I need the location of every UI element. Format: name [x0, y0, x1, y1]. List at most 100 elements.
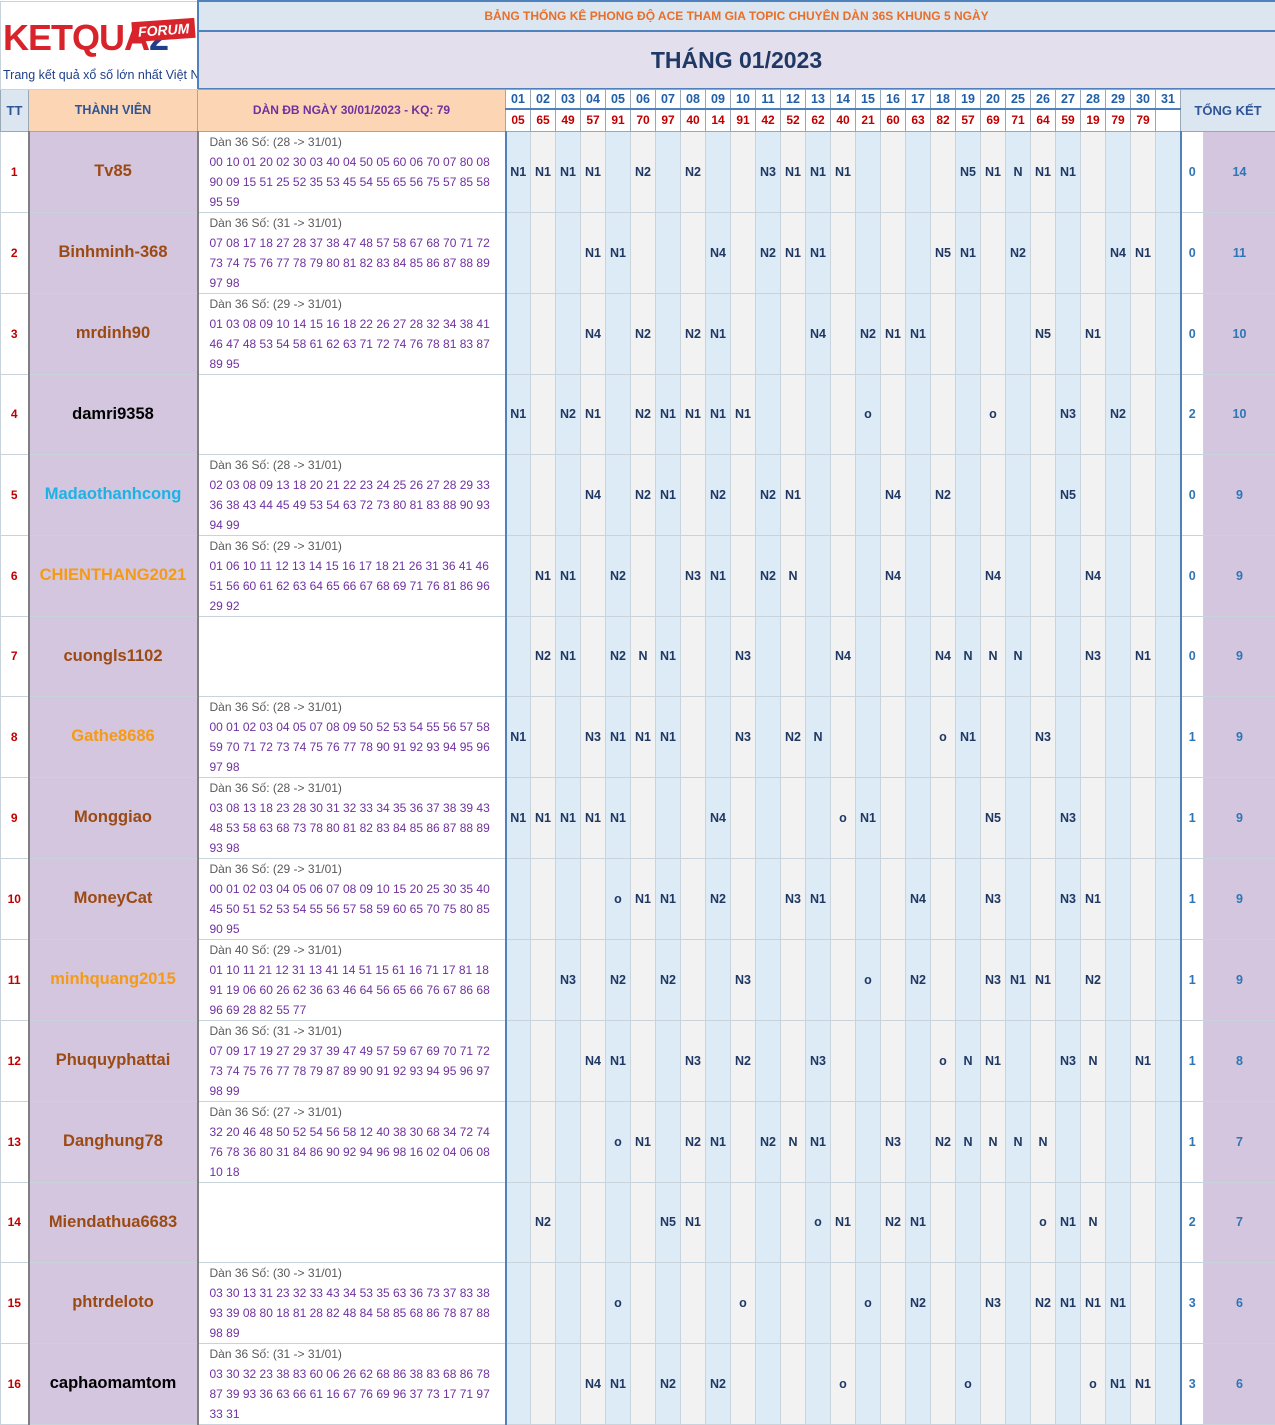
- dan-title: Dàn 36 Số: (28 -> 31/01): [210, 132, 505, 152]
- member-name[interactable]: cuongls1102: [29, 616, 198, 696]
- day-cell: [1056, 212, 1081, 293]
- day-cell: [656, 212, 681, 293]
- day-cell: [681, 777, 706, 858]
- day-cell: [756, 696, 781, 777]
- day-cell: [831, 1101, 856, 1182]
- dan-line: 73 74 75 76 77 78 79 80 81 82 83 84 85 8…: [210, 253, 505, 273]
- day-cell: [1106, 858, 1131, 939]
- total-count-b: 7: [1204, 1101, 1275, 1182]
- day-cell: [1106, 454, 1131, 535]
- day-cell: [831, 454, 856, 535]
- day-cell: N: [1006, 1101, 1031, 1182]
- day-cell: N: [806, 696, 831, 777]
- day-cell: [1156, 1101, 1181, 1182]
- day-cell: [656, 293, 681, 374]
- day-cell: [981, 212, 1006, 293]
- day-cell: N1: [1131, 212, 1156, 293]
- day-result: 97: [656, 109, 681, 131]
- dan-numbers: Dàn 36 Số: (30 -> 31/01)03 30 13 31 23 3…: [198, 1262, 506, 1343]
- dan-line: 59 70 71 72 73 74 75 76 77 78 90 91 92 9…: [210, 737, 505, 757]
- day-cell: N1: [506, 374, 531, 454]
- day-cell: N3: [981, 939, 1006, 1020]
- day-cell: [1156, 939, 1181, 1020]
- header-member: THÀNH VIÊN: [29, 89, 198, 131]
- day-cell: [1156, 616, 1181, 696]
- dan-line: 48 53 58 63 68 73 78 80 81 82 83 84 85 8…: [210, 818, 505, 838]
- dan-line: 01 03 08 09 10 14 15 16 18 22 26 27 28 3…: [210, 314, 505, 334]
- row-number: 15: [1, 1262, 29, 1343]
- day-cell: N5: [1056, 454, 1081, 535]
- day-cell: [756, 1262, 781, 1343]
- day-cell: [981, 454, 1006, 535]
- day-cell: N2: [531, 616, 556, 696]
- member-name[interactable]: Danghung78: [29, 1101, 198, 1182]
- day-cell: N1: [981, 1020, 1006, 1101]
- site-logo[interactable]: KETQUA2 FORUM Trang kết quả xổ số lớn nh…: [1, 1, 198, 89]
- member-name[interactable]: phtrdeloto: [29, 1262, 198, 1343]
- day-cell: N1: [506, 777, 531, 858]
- member-name[interactable]: minhquang2015: [29, 939, 198, 1020]
- dan-line: 07 09 17 19 27 29 37 39 47 49 57 59 67 6…: [210, 1041, 505, 1061]
- day-cell: [781, 616, 806, 696]
- day-cell: [706, 131, 731, 212]
- day-cell: N: [1006, 131, 1031, 212]
- dan-line: 32 20 46 48 50 52 54 56 58 12 40 38 30 6…: [210, 1122, 505, 1142]
- day-cell: N2: [1081, 939, 1106, 1020]
- member-name[interactable]: CHIENTHANG2021: [29, 535, 198, 616]
- day-cell: [731, 293, 756, 374]
- member-name[interactable]: mrdinh90: [29, 293, 198, 374]
- dan-line: 00 01 02 03 04 05 07 08 09 50 52 53 54 5…: [210, 717, 505, 737]
- day-cell: N3: [731, 616, 756, 696]
- day-cell: [1156, 293, 1181, 374]
- total-count-b: 7: [1204, 1182, 1275, 1262]
- day-cell: [1006, 454, 1031, 535]
- day-cell: N1: [681, 1182, 706, 1262]
- member-name[interactable]: damri9358: [29, 374, 198, 454]
- day-cell: N1: [606, 212, 631, 293]
- day-cell: [881, 696, 906, 777]
- member-name[interactable]: Madaothanhcong: [29, 454, 198, 535]
- day-cell: [956, 535, 981, 616]
- day-cell: N3: [1056, 374, 1081, 454]
- day-cell: [781, 777, 806, 858]
- day-cell: N2: [706, 454, 731, 535]
- day-result: 57: [956, 109, 981, 131]
- day-cell: [606, 293, 631, 374]
- day-cell: [956, 293, 981, 374]
- day-cell: N5: [956, 131, 981, 212]
- day-cell: N1: [906, 1182, 931, 1262]
- day-cell: [881, 777, 906, 858]
- row-number: 9: [1, 777, 29, 858]
- day-cell: [631, 939, 656, 1020]
- day-cell: N2: [681, 1101, 706, 1182]
- member-name[interactable]: Gathe8686: [29, 696, 198, 777]
- member-name[interactable]: Phuquyphattai: [29, 1020, 198, 1101]
- day-cell: N1: [781, 454, 806, 535]
- day-cell: N5: [656, 1182, 681, 1262]
- day-cell: [881, 212, 906, 293]
- day-cell: [681, 454, 706, 535]
- day-cell: N3: [1031, 696, 1056, 777]
- day-cell: N1: [631, 858, 656, 939]
- day-cell: N1: [606, 1020, 631, 1101]
- member-name[interactable]: MoneyCat: [29, 858, 198, 939]
- day-cell: N1: [1081, 858, 1106, 939]
- member-name[interactable]: Tv85: [29, 131, 198, 212]
- day-cell: [731, 777, 756, 858]
- day-cell: N: [956, 1020, 981, 1101]
- member-name[interactable]: Monggiao: [29, 777, 198, 858]
- day-cell: [906, 212, 931, 293]
- day-cell: o: [856, 1262, 881, 1343]
- day-cell: [1156, 131, 1181, 212]
- day-cell: [831, 696, 856, 777]
- member-name[interactable]: Binhminh-368: [29, 212, 198, 293]
- day-cell: [931, 131, 956, 212]
- day-header: 14: [831, 89, 856, 109]
- day-header: 19: [956, 89, 981, 109]
- dan-numbers: Dàn 36 Số: (31 -> 31/01)07 08 17 18 27 2…: [198, 212, 506, 293]
- day-cell: [856, 131, 881, 212]
- day-cell: [1031, 616, 1056, 696]
- member-name[interactable]: Miendathua6683: [29, 1182, 198, 1262]
